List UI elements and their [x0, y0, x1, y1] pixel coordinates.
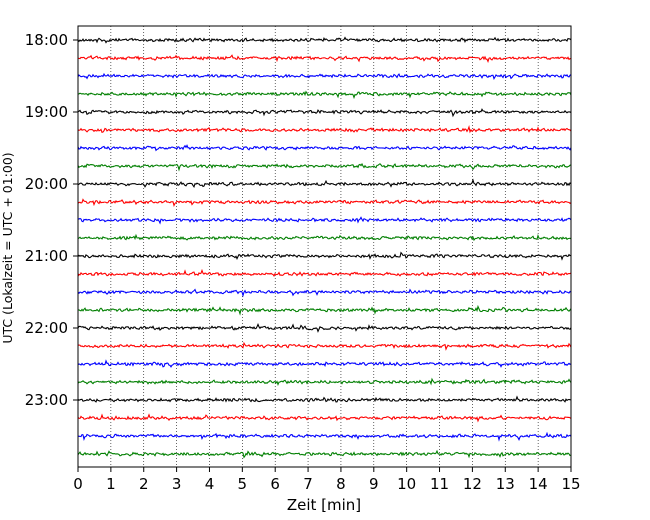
- x-tick-label: 6: [270, 475, 280, 493]
- seismogram-trace: [77, 124, 572, 134]
- y-tick-label: 19:00: [25, 103, 68, 121]
- seismogram-trace: [77, 359, 572, 368]
- x-tick-label: 7: [303, 475, 313, 493]
- y-tick-label: 21:00: [25, 247, 68, 265]
- seismogram-trace: [77, 323, 572, 333]
- grid-lines: [110, 26, 539, 467]
- x-tick-label: 1: [106, 475, 116, 493]
- y-tick-label: 22:00: [25, 319, 68, 337]
- seismogram-trace: [77, 108, 572, 118]
- seismogram-trace: [77, 395, 572, 403]
- x-tick-label: 10: [397, 475, 416, 493]
- x-tick-label: 12: [463, 475, 482, 493]
- seismogram-traces: [77, 36, 572, 459]
- x-axis: 0 1 2 3 4 5 6 7 8 9 10 11 12 13 14 15: [73, 467, 581, 493]
- seismogram-trace: [77, 36, 572, 44]
- plot-frame: [77, 25, 572, 468]
- seismogram-trace: [77, 72, 572, 80]
- x-tick-label: 13: [496, 475, 515, 493]
- seismogram-trace: [77, 198, 572, 207]
- x-tick-label: 0: [73, 475, 83, 493]
- x-tick-label: 5: [238, 475, 248, 493]
- seismogram-trace: [77, 162, 572, 172]
- seismogram-trace: [77, 233, 572, 242]
- seismogram-trace: [77, 54, 572, 64]
- x-axis-label: Zeit [min]: [287, 496, 361, 514]
- x-tick-label: 8: [336, 475, 346, 493]
- y-axis-label: UTC (Lokalzeit = UTC + 01:00): [0, 152, 15, 343]
- seismogram-trace: [77, 413, 572, 423]
- x-tick-label: 14: [529, 475, 548, 493]
- x-tick-label: 4: [205, 475, 215, 493]
- seismogram-trace: [77, 178, 572, 188]
- y-tick-label: 20:00: [25, 175, 68, 193]
- seismogram-trace: [77, 216, 572, 225]
- x-tick-label: 11: [430, 475, 449, 493]
- y-tick-label: 18:00: [25, 31, 68, 49]
- seismogram-trace: [77, 377, 572, 386]
- x-tick-label: 3: [172, 475, 182, 493]
- seismogram-trace: [77, 144, 572, 152]
- seismogram-trace: [77, 90, 572, 100]
- seismogram-trace: [77, 288, 572, 298]
- x-tick-label: 2: [139, 475, 149, 493]
- x-tick-label: 15: [561, 475, 580, 493]
- seismogram-trace: [77, 251, 572, 261]
- y-axis: 18:00 19:00 20:00 21:00 22:00 23:00: [25, 31, 78, 409]
- seismogram-trace: [77, 431, 572, 442]
- seismogram-trace: [77, 268, 572, 277]
- y-tick-label: 23:00: [25, 391, 68, 409]
- seismogram-trace: [77, 341, 572, 351]
- seismogram-trace: [77, 304, 572, 316]
- seismogram-trace: [77, 449, 572, 459]
- x-tick-label: 9: [369, 475, 379, 493]
